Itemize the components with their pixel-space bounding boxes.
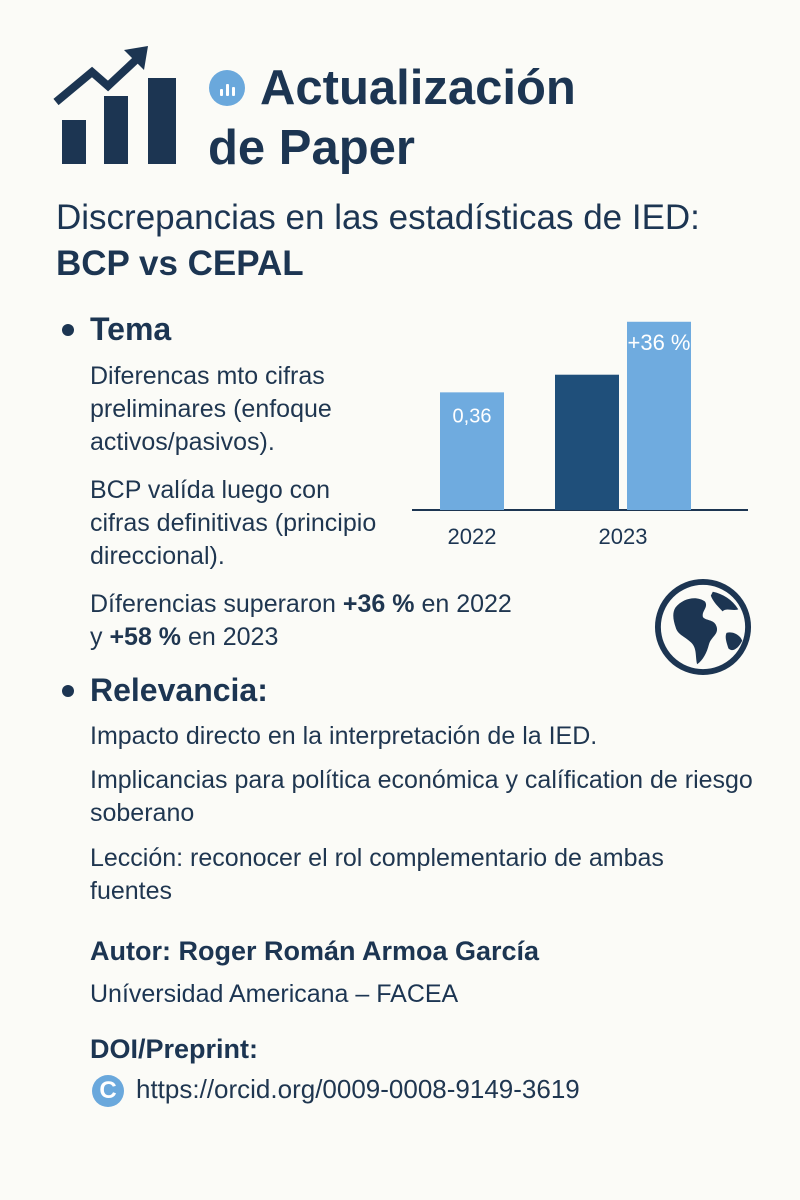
relevancia-paragraph-1: Impacto directo en la interpretación de … — [90, 722, 598, 750]
bar-chart: 2022 2023 0,36 +36 % — [412, 321, 748, 549]
globe-americas-icon — [654, 578, 752, 676]
tema-paragraph-1: Diferencas mto cifras preliminares (enfo… — [90, 362, 332, 456]
tema-p3-year-2023: en 2023 — [181, 623, 279, 651]
tema-paragraph-3: Díferencias superaron +36 % en 2022 y +5… — [90, 588, 630, 654]
orcid-link[interactable]: https://orcid.org/0009-0008-9149-3619 — [136, 1074, 580, 1104]
tema-p3-conj: y — [90, 623, 110, 651]
x-tick-label-2023: 2023 — [599, 524, 648, 549]
data-label-2023: +36 % — [628, 330, 691, 355]
relevancia-paragraph-2: Implicancias para política económica y c… — [90, 766, 753, 827]
bar-2023-2 — [627, 321, 691, 510]
subtitle-line-1: Discrepancias en las estadísticas de IED… — [56, 198, 700, 237]
tema-p3-year-2022: en 2022 — [414, 590, 512, 618]
doi-label: DOI/Preprint: — [90, 1034, 259, 1064]
bar-chart-badge-icon — [209, 70, 245, 106]
tema-p3-value-2022: +36 % — [342, 590, 415, 618]
subtitle-line-2: BCP vs CEPAL — [56, 244, 304, 283]
relevancia-paragraph-3: Lección: reconocer el rol complementario… — [90, 844, 664, 905]
data-label-2022: 0,36 — [453, 405, 492, 427]
university-line: Uníversidad Americana – FACEA — [90, 980, 459, 1008]
x-tick-label-2022: 2022 — [448, 524, 497, 549]
orcid-icon: C — [92, 1075, 124, 1107]
tema-bullet — [62, 324, 74, 336]
tema-p3-text: Díferencias superaron — [90, 590, 343, 618]
rising-bar-chart-icon — [53, 46, 176, 164]
tema-p3-value-2023: +58 % — [109, 623, 182, 651]
relevancia-bullet — [62, 685, 74, 697]
page-subtitle: Discrepancias en las estadísticas de IED… — [56, 195, 786, 287]
bar-2022-1 — [440, 392, 504, 510]
tema-paragraph-2: BCP valída luego con cifras definitivas … — [90, 476, 377, 570]
relevancia-heading: Relevancia: — [90, 672, 268, 708]
bar-2023-1 — [555, 374, 619, 510]
author-line: Autor: Roger Román Armoa García — [90, 936, 540, 966]
page-title: Actualización de Paper — [208, 61, 576, 175]
tema-heading: Tema — [90, 311, 172, 347]
